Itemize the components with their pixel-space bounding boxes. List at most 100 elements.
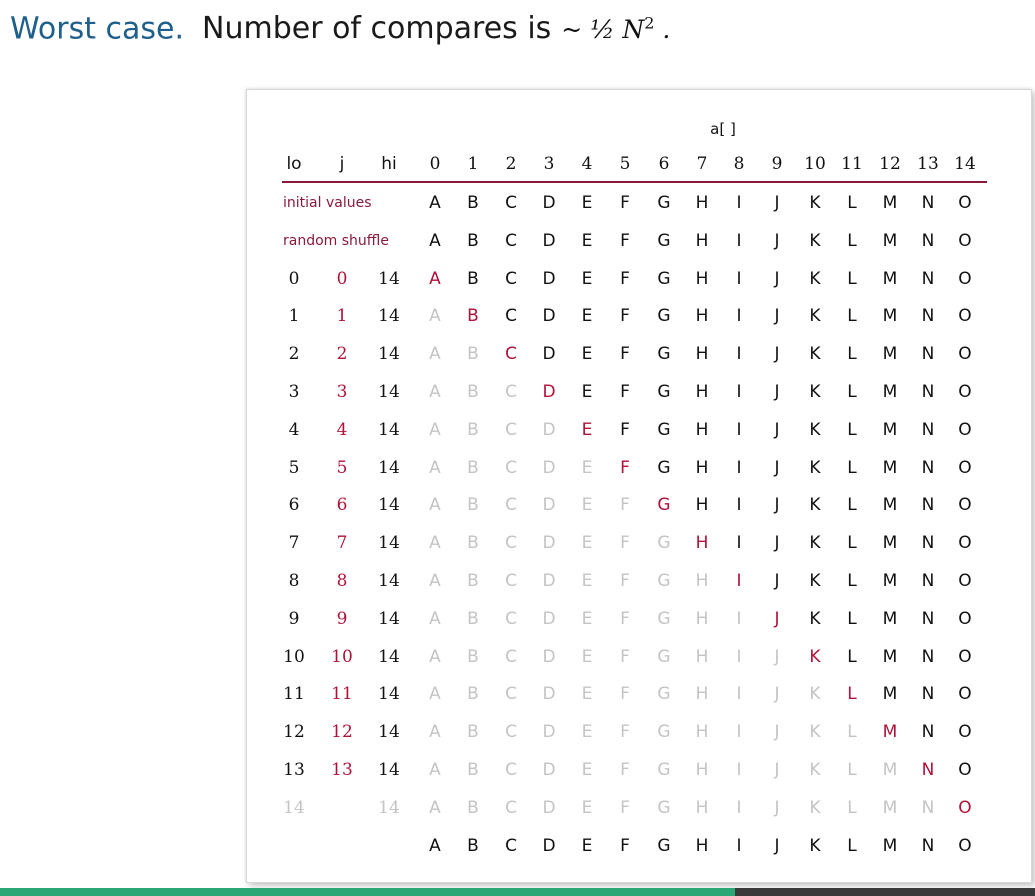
array-cell: G <box>657 268 671 289</box>
array-cell: O <box>958 306 972 327</box>
col-index: 2 <box>505 154 517 174</box>
col-index: 0 <box>429 154 441 174</box>
array-cell: A <box>429 608 441 629</box>
array-cell: K <box>809 419 821 440</box>
j-value: 13 <box>331 760 353 780</box>
array-cell: J <box>774 495 780 516</box>
array-cell: C <box>505 457 517 478</box>
array-cell: C <box>505 382 517 402</box>
array-cell: O <box>958 495 972 516</box>
header-rule <box>282 181 987 183</box>
array-cell: K <box>809 797 821 818</box>
array-cell: J <box>774 684 780 705</box>
array-cell: A <box>429 571 441 591</box>
array-cell: J <box>774 760 780 780</box>
array-cell: H <box>695 230 709 251</box>
col-index: 1 <box>467 154 479 174</box>
array-cell: K <box>809 608 821 629</box>
array-cell: H <box>695 193 709 213</box>
array-cell: O <box>958 268 972 289</box>
array-cell: N <box>921 797 935 818</box>
array-cell: F <box>620 533 630 554</box>
sorted-cell: G <box>657 835 671 856</box>
array-cell: L <box>847 419 857 440</box>
array-cell: L <box>847 268 857 289</box>
array-cell: E <box>581 646 593 667</box>
array-cell: A <box>429 457 441 478</box>
col-header-j: j <box>339 154 345 174</box>
array-cell: K <box>809 230 821 251</box>
sorted-cell: D <box>542 835 556 856</box>
col-header-hi: hi <box>381 154 397 174</box>
lo-value: 9 <box>288 608 300 629</box>
array-cell: N <box>921 457 935 478</box>
array-cell: B <box>467 684 479 705</box>
array-cell: J <box>774 382 780 402</box>
array-cell: N <box>921 646 935 667</box>
j-value: 9 <box>336 608 348 629</box>
array-cell: L <box>847 457 857 478</box>
array-cell: G <box>657 382 671 402</box>
array-cell: H <box>695 419 709 440</box>
array-cell: E <box>581 571 593 591</box>
hi-value: 14 <box>378 684 400 705</box>
lo-value: 12 <box>283 722 305 743</box>
array-cell: A <box>429 193 441 213</box>
formula-var: N <box>622 15 645 45</box>
array-cell: I <box>736 193 742 213</box>
formula-suffix: . <box>662 15 671 45</box>
array-cell: B <box>467 646 479 667</box>
array-cell: A <box>429 797 441 818</box>
array-cell: F <box>620 760 630 780</box>
array-cell: A <box>429 495 441 516</box>
array-cell: D <box>542 722 556 743</box>
array-cell: A <box>429 306 441 327</box>
j-value: 8 <box>336 571 348 591</box>
array-cell: A <box>429 684 441 705</box>
array-cell: O <box>958 722 972 743</box>
j-value: 7 <box>336 533 348 554</box>
array-cell: G <box>657 571 671 591</box>
hi-value: 14 <box>378 571 400 591</box>
array-cell: I <box>736 797 742 818</box>
array-cell: N <box>921 684 935 705</box>
array-cell: B <box>467 797 479 818</box>
array-cell: F <box>620 495 630 516</box>
video-progress-bar[interactable] <box>0 888 1035 896</box>
hi-value: 14 <box>378 382 400 402</box>
array-cell: O <box>958 797 972 818</box>
lo-value: 10 <box>283 646 305 667</box>
array-cell: M <box>882 722 898 743</box>
sorted-cell: F <box>620 835 630 856</box>
heading-lead: Worst case. <box>10 11 185 47</box>
sorted-cell: O <box>958 835 972 856</box>
array-cell: O <box>958 344 972 365</box>
array-cell: D <box>542 797 556 818</box>
array-cell: K <box>809 533 821 554</box>
array-cell: F <box>620 797 630 818</box>
hi-value: 14 <box>378 495 400 516</box>
array-cell: J <box>774 797 780 818</box>
array-cell: H <box>695 382 709 402</box>
array-cell: D <box>542 760 556 780</box>
array-cell: G <box>657 608 671 629</box>
col-index: 12 <box>879 154 901 174</box>
sorted-cell: N <box>921 835 935 856</box>
array-cell: D <box>542 193 556 213</box>
row-label: random shuffle <box>283 232 389 249</box>
array-cell: C <box>505 684 517 705</box>
lo-value: 2 <box>288 344 300 365</box>
array-cell: J <box>774 533 780 554</box>
array-cell: O <box>958 382 972 402</box>
array-cell: D <box>542 495 556 516</box>
array-cell: L <box>847 571 857 591</box>
sorted-cell: C <box>505 835 517 856</box>
array-cell: G <box>657 646 671 667</box>
array-cell: J <box>774 722 780 743</box>
array-cell: L <box>847 306 857 327</box>
array-cell: J <box>774 306 780 327</box>
array-cell: M <box>882 533 898 554</box>
array-cell: L <box>847 382 857 402</box>
array-cell: C <box>505 268 517 289</box>
array-cell: F <box>620 646 630 667</box>
